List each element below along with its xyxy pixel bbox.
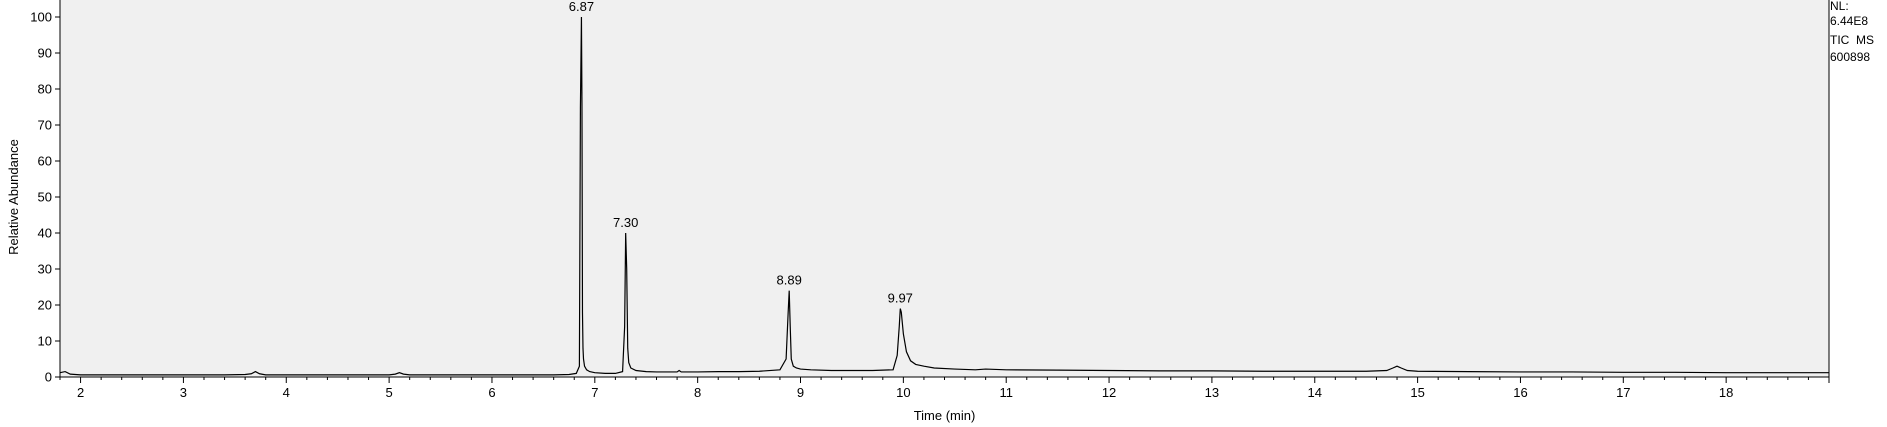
x-tick-label: 3 — [180, 385, 187, 400]
y-tick-label: 0 — [45, 370, 52, 385]
y-axis: 0 10 20 30 40 50 60 70 80 90 100 — [30, 10, 60, 385]
x-tick-label: 8 — [694, 385, 701, 400]
peak-label: 8.89 — [777, 273, 802, 288]
y-tick-label: 30 — [38, 262, 52, 277]
x-tick-label: 5 — [385, 385, 392, 400]
x-axis-title: Time (min) — [914, 408, 976, 423]
peak-label: 6.87 — [569, 0, 594, 14]
y-axis-title: Relative Abundance — [6, 139, 21, 255]
x-tick-label: 14 — [1308, 385, 1322, 400]
tic-trace — [59, 16, 1829, 376]
y-tick-label: 50 — [38, 190, 52, 205]
x-tick-label: 7 — [591, 385, 598, 400]
x-tick-label: 10 — [896, 385, 910, 400]
scan-type: TIC MS — [1830, 33, 1874, 47]
x-tick-label: 13 — [1205, 385, 1219, 400]
x-tick-label: 2 — [77, 385, 84, 400]
y-tick-label: 40 — [38, 226, 52, 241]
x-tick-label: 18 — [1719, 385, 1733, 400]
y-tick-label: 20 — [38, 298, 52, 313]
nl-value: 6.44E8 — [1830, 14, 1868, 28]
peak-label: 7.30 — [613, 215, 638, 230]
x-tick-label: 9 — [797, 385, 804, 400]
peak-labels: 6.87 7.30 8.89 9.97 — [569, 0, 913, 306]
x-tick-label: 15 — [1410, 385, 1424, 400]
nl-label: NL: — [1830, 0, 1849, 13]
info-block: NL: 6.44E8 TIC MS 600898 — [1830, 0, 1874, 64]
y-tick-label: 100 — [30, 10, 52, 25]
y-tick-label: 90 — [38, 46, 52, 61]
x-tick-label: 16 — [1513, 385, 1527, 400]
x-tick-label: 6 — [488, 385, 495, 400]
y-tick-label: 70 — [38, 118, 52, 133]
peak-label: 9.97 — [888, 291, 913, 306]
file-id: 600898 — [1830, 50, 1870, 64]
y-tick-label: 10 — [38, 334, 52, 349]
x-tick-label: 4 — [283, 385, 290, 400]
x-tick-label: 11 — [999, 385, 1013, 400]
x-tick-label: 17 — [1616, 385, 1630, 400]
y-tick-label: 80 — [38, 82, 52, 97]
plot-area — [60, 0, 1829, 377]
x-axis: 2 3 4 5 6 7 8 9 10 11 12 13 14 15 16 17 18 — [59, 377, 1830, 400]
x-tick-label: 12 — [1102, 385, 1116, 400]
y-tick-label: 60 — [38, 154, 52, 169]
